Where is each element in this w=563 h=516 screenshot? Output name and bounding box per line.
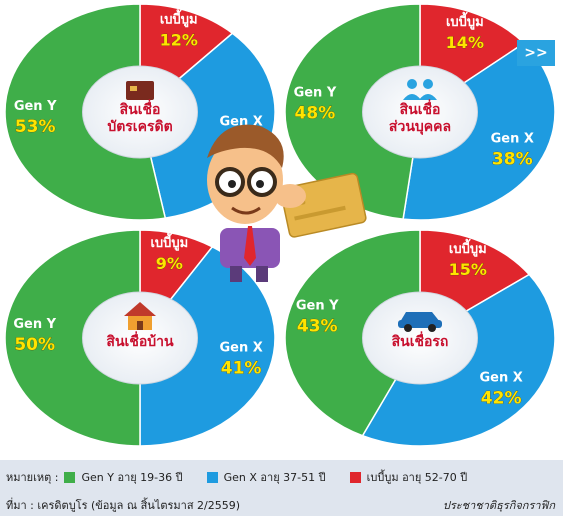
slice-label-gen-y-3: Gen Y (13, 317, 56, 332)
slice-value-gen-y-3: 50% (14, 335, 55, 355)
center-title-2-line-2: ส่วนบุคคล (389, 119, 451, 135)
slice-value-gen-x-3: 41% (221, 359, 262, 379)
slice-value-boomer-4: 15% (449, 260, 487, 279)
car-icon (398, 312, 442, 332)
house-icon (124, 302, 156, 330)
slice-gen-x-3 (139, 245, 276, 447)
slice-value-boomer-1: 12% (160, 31, 198, 50)
slice-label-boomer-2: เบบี้บูม (446, 11, 484, 30)
cartoon-man-holding-card-illustration (207, 124, 367, 282)
center-title-1-line-1: สินเชื่อ (119, 99, 160, 118)
slice-value-gen-y-2: 48% (295, 104, 336, 124)
slice-label-gen-x-2: Gen X (491, 132, 534, 147)
donut-hole-2 (362, 65, 478, 159)
slice-label-boomer-4: เบบี้บูม (449, 238, 487, 257)
center-title-2-line-1: สินเชื่อ (399, 99, 440, 118)
slice-label-gen-y-4: Gen Y (296, 299, 339, 314)
slice-gen-y-4 (284, 229, 421, 437)
legend-swatch-boomer (349, 471, 361, 483)
legend-swatch-gen-x (206, 471, 218, 483)
people-icon (403, 79, 437, 100)
slice-gen-y-3 (4, 229, 141, 447)
slice-label-gen-x-4: Gen X (479, 371, 522, 386)
legend-text-gen-x: Gen X อายุ 37-51 ปี (223, 471, 326, 484)
legend-text-boomer: เบบี้บูม อายุ 52-70 ปี (366, 471, 468, 484)
slice-value-gen-x-4: 42% (481, 389, 522, 409)
donut-chart-4: Gen Y 43% Gen X 42% เบบี้บูม 15% สินเชื่อรถ (284, 229, 556, 447)
footer: หมายเหตุ : Gen Y อายุ 19-36 ปี Gen X อาย… (0, 460, 563, 516)
center-title-1-line-2: บัตรเครดิต (107, 119, 172, 135)
slice-value-gen-y-4: 43% (297, 317, 338, 337)
donut-charts-area: Gen Y53%Gen X35%เบบี้บูม12%สินเชื่อบัตรเ… (4, 3, 556, 447)
center-title-4-line-1: สินเชื่อรถ (391, 331, 448, 350)
donut-hole-3 (82, 291, 198, 385)
slice-value-boomer-3: 9% (156, 254, 183, 273)
legend-text-gen-y: Gen Y อายุ 19-36 ปี (81, 471, 183, 484)
donut-chart-3: Gen Y 50% Gen X 41% เบบี้บูม 9% สินเชื่อบ้าน (4, 229, 276, 447)
source-text: ที่มา : เครดิตบูโร (ข้อมูล ณ สิ้นไตรมาส … (6, 499, 241, 512)
slice-label-boomer-1: เบบี้บูม (160, 9, 198, 28)
center-title-3-line-1: สินเชื่อบ้าน (106, 331, 174, 350)
credit-card-icon (126, 81, 154, 100)
slice-label-gen-y-2: Gen Y (294, 86, 337, 101)
slice-value-gen-x-2: 38% (492, 150, 533, 170)
legend-swatch-gen-y (64, 471, 76, 483)
legend-item-gen-x: Gen X อายุ 37-51 ปี (201, 468, 326, 486)
slice-value-boomer-2: 14% (446, 33, 484, 52)
donut-chart-1: Gen Y53%Gen X35%เบบี้บูม12%สินเชื่อบัตรเ… (4, 3, 276, 221)
donut-hole-1 (82, 65, 198, 159)
next-page-button[interactable]: >> (517, 40, 555, 66)
donut-hole-4 (362, 291, 478, 385)
legend-item-gen-y: Gen Y อายุ 19-36 ปี (58, 468, 183, 486)
legend-title: หมายเหตุ : (6, 471, 59, 484)
graphic-credit: ประชาชาติธุรกิจกราฟิก (442, 499, 555, 512)
donut-chart-2: Gen Y 48% Gen X 38% เบบี้บูม 14% สินเชื่อส่วนบ… (284, 3, 556, 221)
legend-item-boomer: เบบี้บูม อายุ 52-70 ปี (344, 468, 468, 486)
slice-gen-x-2 (402, 42, 556, 221)
slice-label-gen-y-1: Gen Y (14, 99, 57, 114)
slice-value-gen-y-1: 53% (15, 117, 56, 137)
slice-label-boomer-3: เบบี้บูม (150, 232, 188, 251)
slice-label-gen-x-3: Gen X (219, 341, 262, 356)
legend: หมายเหตุ : Gen Y อายุ 19-36 ปี Gen X อาย… (6, 468, 485, 486)
